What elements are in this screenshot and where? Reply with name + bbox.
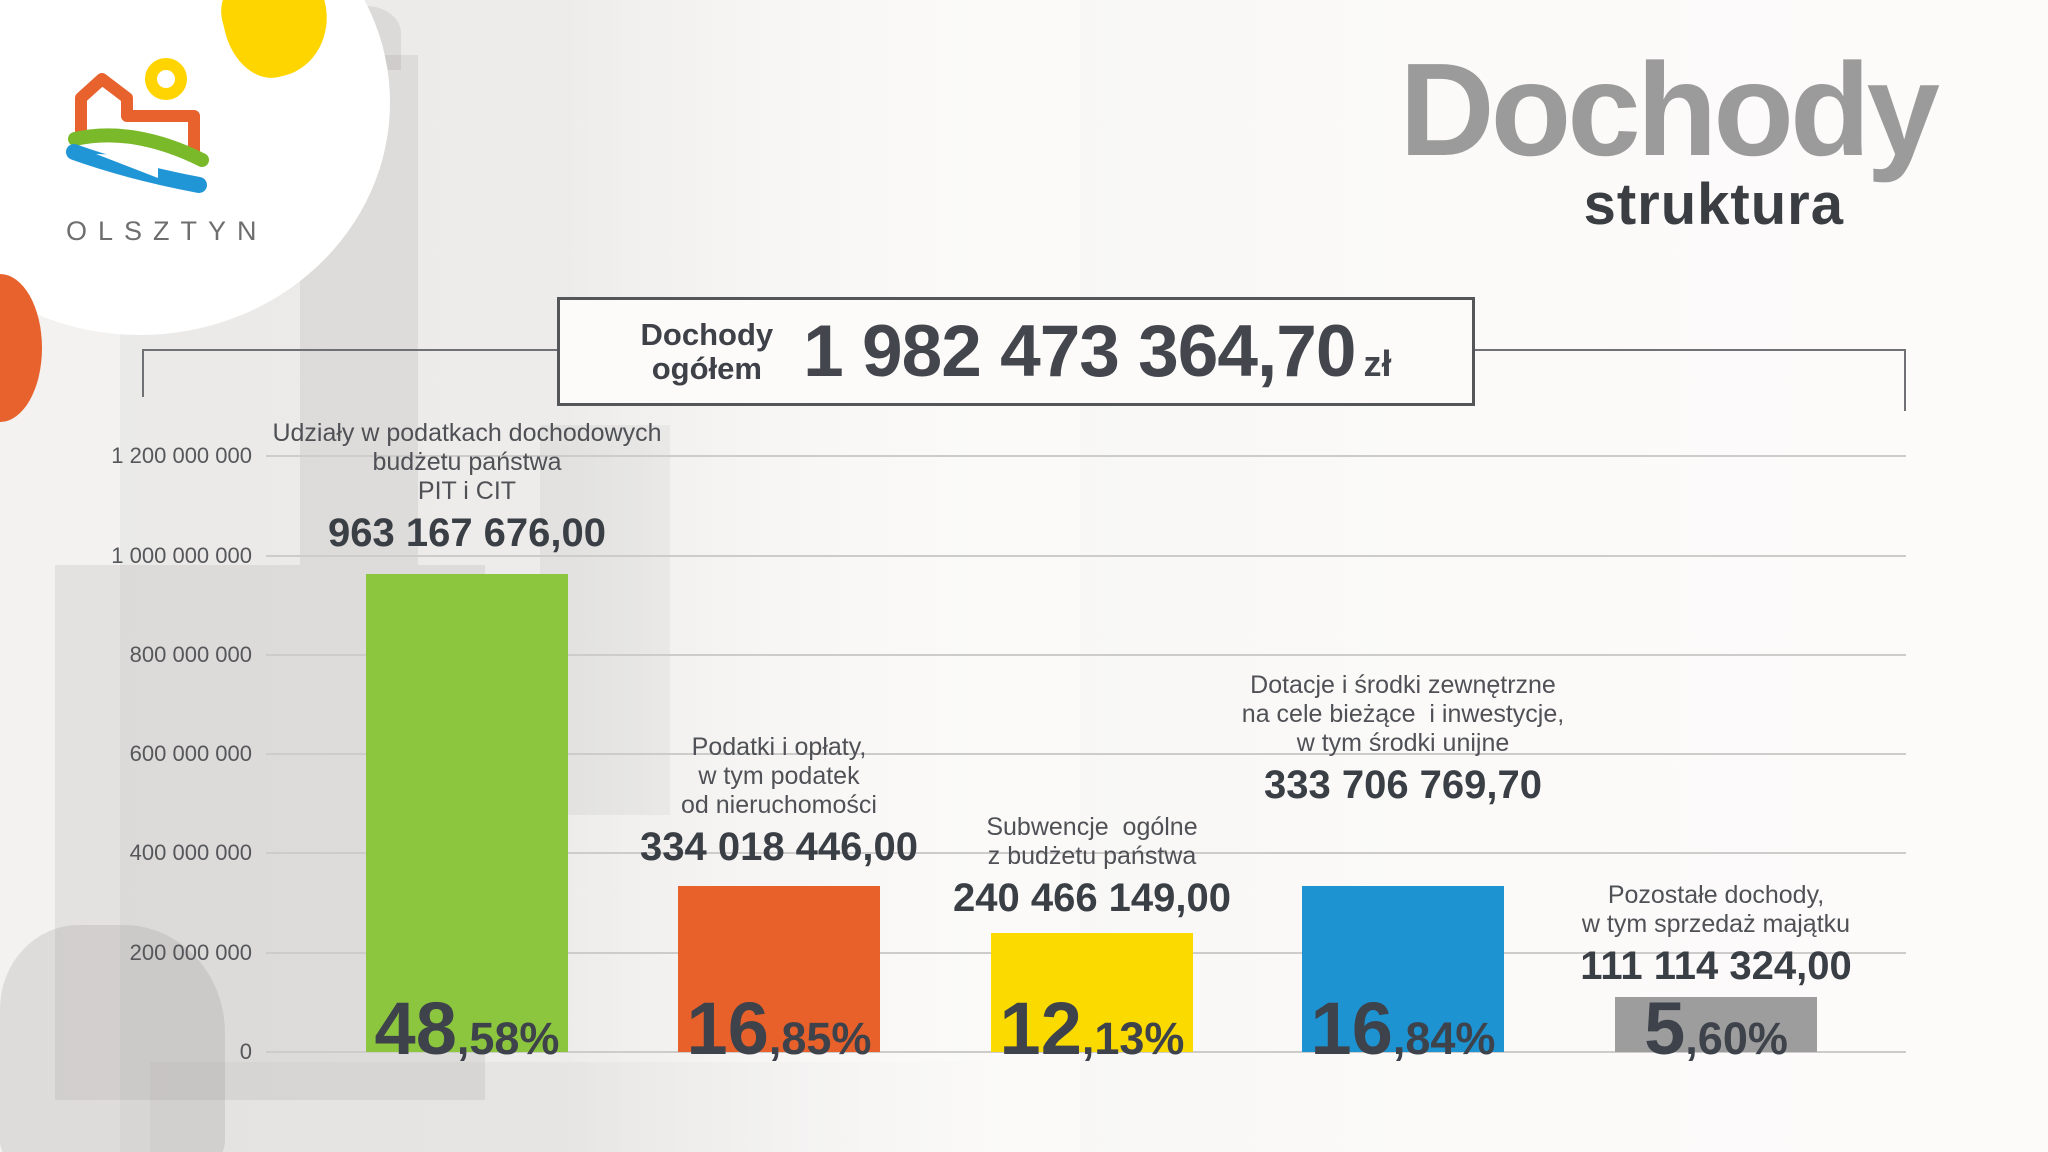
bar-pozostale-dochody bbox=[1615, 996, 1817, 1052]
gridline bbox=[266, 455, 1906, 458]
percent-main: 16 bbox=[1310, 987, 1393, 1070]
category-label-line: w tym sprzedaż majątku bbox=[1581, 910, 1851, 938]
percent-label-udzialy-w-podatkach-pit-cit: 48,58% bbox=[375, 992, 560, 1066]
category-amount: 240 466 149,00 bbox=[952, 876, 1232, 920]
category-label-line: Dotacje i środki zewnętrzne bbox=[1250, 671, 1556, 699]
percent-main: 5 bbox=[1644, 987, 1686, 1070]
total-box-label-line1: Dochody bbox=[640, 316, 774, 352]
percent-main: 16 bbox=[686, 987, 769, 1070]
category-label-subwencje-ogolne: Subwencje ogólne z budżetu państwa 240 466… bbox=[953, 813, 1231, 922]
logo-sun-icon bbox=[145, 58, 187, 100]
page-title: Dochody bbox=[1399, 36, 1940, 183]
page-subtitle: struktura bbox=[1583, 172, 1844, 237]
category-label-pozostale-dochody: Pozostałe dochody, w tym sprzedaż majątku… bbox=[1580, 881, 1851, 990]
bracket-right-horizontal bbox=[1475, 349, 1906, 351]
bracket-left-horizontal bbox=[142, 349, 557, 351]
category-label-podatki-i-oplaty: Podatki i opłaty, w tym podatek od nieruch… bbox=[640, 733, 918, 871]
bracket-right-vertical bbox=[1904, 349, 1906, 411]
total-box-label: Dochody ogółem bbox=[640, 316, 774, 386]
gridline bbox=[266, 852, 1906, 855]
bar-dotacje-i-srodki-zewnetrzne bbox=[1302, 886, 1504, 1052]
category-label-line: z budżetu państwa bbox=[987, 842, 1197, 870]
category-amount: 334 018 446,00 bbox=[639, 825, 919, 869]
olsztyn-logo bbox=[66, 58, 209, 193]
gridline bbox=[266, 653, 1906, 656]
percent-fraction: ,85% bbox=[768, 1013, 872, 1064]
percent-label-podatki-i-oplaty: 16,85% bbox=[687, 992, 872, 1066]
gridline bbox=[266, 554, 1906, 557]
percent-main: 12 bbox=[999, 987, 1082, 1070]
total-amount: 1 982 473 364,70 bbox=[803, 311, 1356, 392]
category-label-line: budżetu państwa bbox=[372, 448, 562, 476]
percent-fraction: ,84% bbox=[1392, 1013, 1496, 1064]
bar-udzialy-w-podatkach-pit-cit bbox=[366, 573, 568, 1052]
category-label-line: PIT i CIT bbox=[417, 477, 517, 505]
y-axis-tick-label: 200 000 000 bbox=[129, 939, 252, 965]
percent-fraction: ,60% bbox=[1685, 1013, 1788, 1064]
percent-main: 48 bbox=[374, 987, 457, 1070]
percent-fraction: ,13% bbox=[1081, 1013, 1185, 1064]
gridline bbox=[266, 753, 1906, 756]
bar-subwencje-ogolne bbox=[991, 932, 1193, 1052]
total-amount-wrap: 1 982 473 364,70 zł bbox=[803, 310, 1391, 393]
y-axis-tick-label: 1 000 000 000 bbox=[111, 542, 252, 568]
total-currency: zł bbox=[1363, 343, 1392, 384]
bar-podatki-i-oplaty bbox=[678, 886, 880, 1052]
logo-green-wave-icon bbox=[68, 128, 209, 167]
logo-house-icon bbox=[75, 73, 200, 162]
percent-label-subwencje-ogolne: 12,13% bbox=[1000, 992, 1185, 1066]
category-label-line: w tym podatek bbox=[698, 762, 860, 790]
category-amount: 111 114 324,00 bbox=[1580, 944, 1852, 988]
y-axis-tick-label: 800 000 000 bbox=[129, 641, 252, 667]
percent-label-dotacje-i-srodki-zewnetrzne: 16,84% bbox=[1311, 992, 1496, 1066]
category-label-line: Podatki i opłaty, bbox=[691, 733, 867, 761]
category-label-udzialy-w-podatkach-pit-cit: Udziały w podatkach dochodowych budżetu p… bbox=[272, 419, 661, 557]
photo-trees bbox=[0, 925, 225, 1152]
category-label-dotacje-i-srodki-zewnetrzne: Dotacje i środki zewnętrzne na cele bieżą… bbox=[1242, 671, 1564, 809]
category-amount: 333 706 769,70 bbox=[1263, 763, 1543, 807]
y-axis-tick-label: 0 bbox=[239, 1039, 252, 1064]
category-label-line: Udziały w podatkach dochodowych bbox=[272, 419, 662, 447]
bracket-left-vertical bbox=[142, 349, 144, 397]
percent-label-pozostale-dochody: 5,60% bbox=[1644, 992, 1788, 1066]
category-label-line: na cele bieżące i inwestycje, bbox=[1241, 700, 1565, 728]
y-axis-tick-label: 400 000 000 bbox=[129, 840, 252, 866]
total-income-box: Dochody ogółem 1 982 473 364,70 zł bbox=[557, 297, 1475, 406]
category-amount: 963 167 676,00 bbox=[327, 511, 607, 555]
gridline bbox=[266, 1051, 1906, 1053]
category-label-line: Pozostałe dochody, bbox=[1607, 881, 1825, 909]
y-axis-tick-label: 1 200 000 000 bbox=[111, 443, 252, 469]
total-box-label-line2: ogółem bbox=[651, 350, 762, 386]
city-name: OLSZTYN bbox=[66, 216, 268, 246]
percent-fraction: ,58% bbox=[456, 1013, 560, 1064]
category-label-line: w tym środki unijne bbox=[1296, 729, 1510, 757]
category-label-line: Subwencje ogólne bbox=[986, 813, 1198, 841]
y-axis-tick-label: 600 000 000 bbox=[129, 741, 252, 767]
category-label-line: od nieruchomości bbox=[681, 791, 877, 819]
logo-blue-wave-icon bbox=[66, 144, 207, 193]
